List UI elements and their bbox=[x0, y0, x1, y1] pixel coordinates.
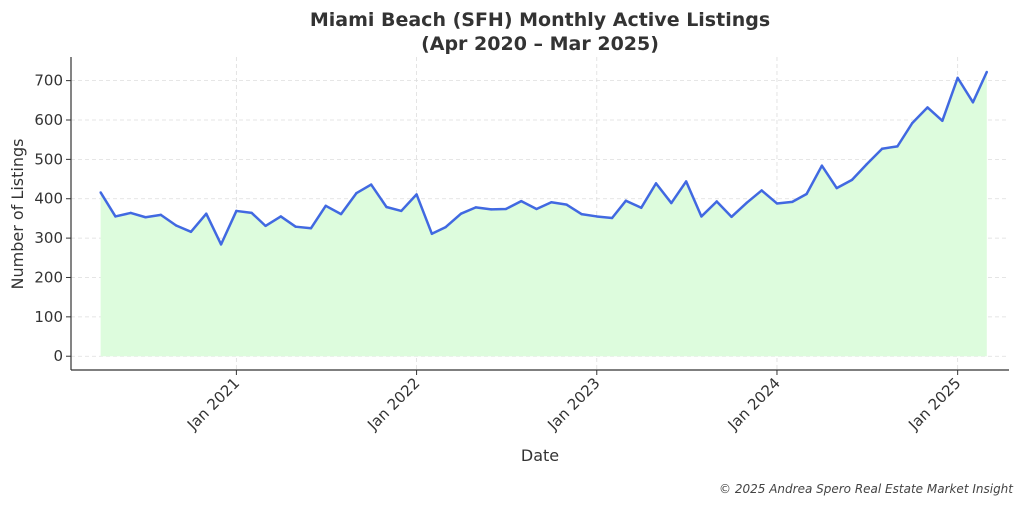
data-point bbox=[324, 204, 327, 208]
data-point bbox=[489, 208, 493, 211]
data-point bbox=[760, 189, 763, 192]
data-point bbox=[309, 227, 313, 230]
data-point bbox=[219, 243, 223, 246]
plot-area bbox=[99, 70, 988, 357]
data-point bbox=[791, 200, 794, 204]
data-point bbox=[971, 101, 975, 104]
y-tick-label: 600 bbox=[34, 111, 63, 129]
data-point bbox=[805, 192, 808, 196]
data-point bbox=[865, 162, 869, 166]
chart-title-line-2: (Apr 2020 – Mar 2025) bbox=[421, 33, 659, 55]
data-point bbox=[339, 212, 343, 216]
x-tick-label: Jan 2022 bbox=[363, 374, 423, 434]
data-point bbox=[850, 178, 854, 182]
data-point bbox=[159, 213, 163, 217]
y-tick-label: 100 bbox=[34, 308, 63, 326]
data-point bbox=[430, 232, 434, 235]
data-point bbox=[504, 207, 508, 211]
series-area-fill bbox=[100, 71, 987, 357]
data-point bbox=[459, 212, 463, 215]
series-line bbox=[99, 71, 988, 246]
data-point bbox=[654, 182, 658, 185]
y-tick-label: 0 bbox=[53, 347, 63, 365]
data-point bbox=[264, 224, 267, 228]
data-point bbox=[595, 215, 598, 218]
data-point bbox=[99, 191, 102, 194]
data-point bbox=[715, 200, 718, 203]
data-point bbox=[956, 76, 959, 80]
data-point bbox=[700, 215, 703, 218]
data-point bbox=[985, 70, 988, 74]
data-point bbox=[400, 209, 403, 213]
data-point bbox=[820, 164, 824, 167]
axes bbox=[66, 57, 1009, 375]
data-point bbox=[896, 145, 899, 148]
data-point bbox=[624, 199, 628, 202]
data-point bbox=[189, 230, 193, 234]
data-point bbox=[444, 225, 447, 229]
x-tick-label: Jan 2023 bbox=[543, 374, 603, 434]
y-tick-label: 700 bbox=[34, 72, 63, 90]
y-tick-label: 500 bbox=[34, 150, 63, 168]
data-point bbox=[250, 211, 253, 215]
y-tick-label: 300 bbox=[34, 229, 63, 247]
data-point bbox=[355, 192, 358, 195]
data-point bbox=[730, 215, 733, 219]
data-point bbox=[535, 207, 538, 211]
y-tick-label: 200 bbox=[34, 268, 63, 286]
data-point bbox=[911, 121, 914, 125]
x-tick-label: Jan 2021 bbox=[183, 374, 243, 434]
data-point bbox=[385, 205, 388, 209]
x-axis-label: Date bbox=[521, 446, 559, 465]
data-point bbox=[205, 212, 208, 215]
data-point bbox=[670, 201, 673, 205]
data-point bbox=[880, 147, 884, 150]
data-point bbox=[926, 106, 929, 109]
data-point bbox=[415, 193, 418, 196]
data-point bbox=[144, 216, 147, 219]
data-point bbox=[235, 209, 238, 213]
data-point bbox=[684, 180, 688, 183]
data-point bbox=[775, 202, 779, 205]
data-point bbox=[565, 203, 568, 206]
data-point bbox=[640, 206, 643, 209]
y-tick-label: 400 bbox=[34, 190, 63, 208]
data-point bbox=[835, 186, 838, 190]
credit-text: © 2025 Andrea Spero Real Estate Market I… bbox=[719, 482, 1014, 496]
data-point bbox=[114, 215, 117, 218]
chart-title-line-1: Miami Beach (SFH) Monthly Active Listing… bbox=[310, 9, 770, 31]
data-point bbox=[474, 206, 478, 209]
data-point bbox=[294, 225, 297, 228]
y-axis-label: Number of Listings bbox=[8, 139, 27, 290]
data-point bbox=[369, 183, 373, 186]
data-point bbox=[580, 212, 583, 216]
x-tick-label: Jan 2024 bbox=[724, 374, 784, 434]
data-point bbox=[941, 119, 944, 122]
data-point bbox=[279, 215, 283, 218]
x-tick-label: Jan 2025 bbox=[904, 374, 964, 434]
data-point bbox=[745, 201, 749, 204]
data-point bbox=[129, 211, 132, 215]
data-point bbox=[550, 201, 553, 204]
data-point bbox=[174, 224, 178, 227]
data-point bbox=[610, 216, 614, 220]
data-point bbox=[520, 199, 523, 203]
